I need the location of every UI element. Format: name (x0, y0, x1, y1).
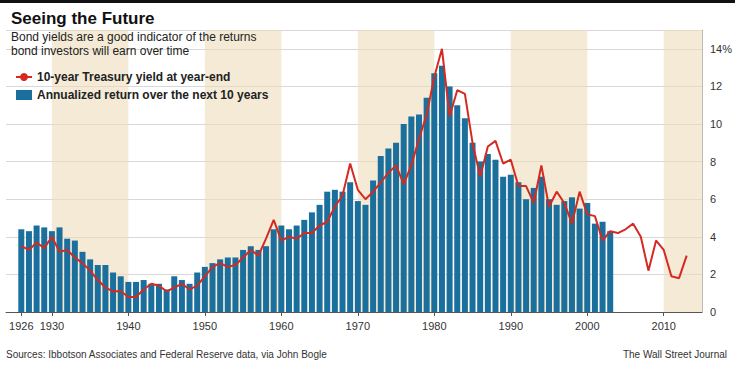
svg-text:12: 12 (710, 80, 722, 92)
svg-text:4: 4 (710, 231, 716, 243)
svg-text:2: 2 (710, 268, 716, 280)
svg-text:1926: 1926 (9, 320, 33, 332)
svg-text:1990: 1990 (499, 320, 523, 332)
svg-text:6: 6 (710, 193, 716, 205)
svg-text:1950: 1950 (193, 320, 217, 332)
svg-text:14%: 14% (710, 43, 732, 55)
svg-text:bond investors will earn over: bond investors will earn over time (11, 44, 189, 58)
svg-text:2010: 2010 (652, 320, 676, 332)
svg-text:The Wall Street Journal: The Wall Street Journal (623, 349, 727, 360)
svg-text:10: 10 (710, 118, 722, 130)
svg-text:Sources: Ibbotson Associates a: Sources: Ibbotson Associates and Federal… (6, 349, 327, 360)
svg-text:1960: 1960 (269, 320, 293, 332)
svg-text:1980: 1980 (422, 320, 446, 332)
svg-text:1970: 1970 (346, 320, 370, 332)
svg-text:1930: 1930 (40, 320, 64, 332)
svg-text:Bond yields are a good indicat: Bond yields are a good indicator of the … (11, 30, 256, 44)
svg-text:Annualized return over the nex: Annualized return over the next 10 years (37, 88, 269, 102)
svg-text:10-year Treasury yield at year: 10-year Treasury yield at year-end (37, 70, 230, 84)
svg-text:Seeing the Future: Seeing the Future (11, 9, 155, 28)
svg-text:8: 8 (710, 156, 716, 168)
svg-text:0: 0 (710, 306, 716, 318)
svg-text:1940: 1940 (116, 320, 140, 332)
svg-text:2000: 2000 (575, 320, 599, 332)
